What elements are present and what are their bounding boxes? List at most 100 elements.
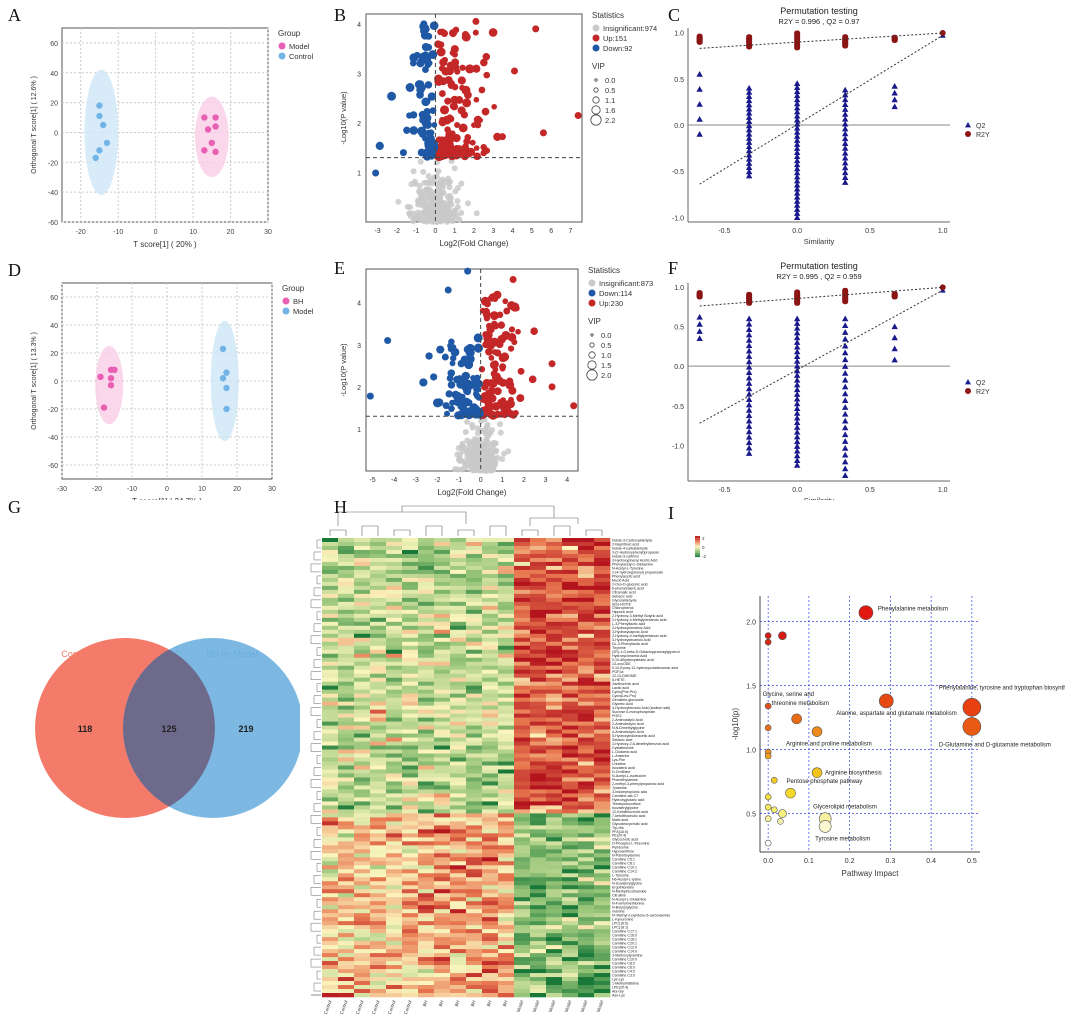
insignificant-point — [445, 203, 452, 210]
heatmap-cell — [498, 885, 515, 890]
heatmap-cell — [514, 665, 531, 671]
heatmap-cell — [562, 909, 579, 914]
heatmap-cell — [386, 849, 403, 854]
heatmap-cell — [338, 729, 355, 734]
heatmap-row-label: Creatine — [612, 762, 626, 766]
color-legend-bar — [695, 540, 700, 541]
heatmap-cell — [514, 949, 531, 954]
heatmap-cell — [418, 913, 435, 918]
heatmap-cell — [482, 597, 499, 603]
heatmap-cell — [370, 737, 387, 742]
heatmap-cell — [418, 897, 435, 902]
q2-marker — [842, 390, 849, 397]
heatmap-cell — [562, 637, 579, 643]
heatmap-cell — [402, 681, 419, 686]
heatmap-cell — [594, 589, 611, 595]
heatmap-cell — [370, 653, 387, 659]
heatmap-cell — [498, 797, 515, 802]
insignificant-point — [469, 421, 476, 428]
q2-marker — [793, 443, 801, 449]
heatmap-cell — [338, 837, 355, 842]
score-point — [212, 114, 219, 121]
heatmap-cell — [402, 585, 419, 591]
heatmap-cell — [562, 613, 579, 619]
heatmap-cell — [578, 601, 595, 607]
x-tick-label: -3 — [374, 228, 380, 235]
heatmap-cell — [466, 785, 483, 790]
heatmap-cell — [466, 545, 483, 551]
heatmap-cell — [338, 773, 355, 778]
heatmap-cell — [546, 801, 563, 806]
insignificant-point — [410, 210, 417, 217]
heatmap-cell — [418, 937, 435, 942]
heatmap-cell — [562, 701, 579, 706]
heatmap-cell — [482, 765, 499, 770]
heatmap-cell — [498, 853, 515, 858]
heatmap-cell — [514, 965, 531, 970]
up-point — [472, 17, 480, 25]
q2-marker — [891, 323, 898, 330]
x-axis-label: Log2(Fold Change) — [440, 239, 509, 248]
insignificant-point — [454, 197, 461, 204]
heatmap-cell — [530, 881, 547, 886]
heatmap-cell — [578, 538, 595, 543]
heatmap-cell — [370, 881, 387, 886]
heatmap-cell — [514, 937, 531, 942]
heatmap-cell — [578, 721, 595, 726]
heatmap-cell — [450, 701, 467, 706]
q2-marker — [745, 358, 753, 365]
heatmap-cell — [402, 645, 419, 651]
heatmap-cell — [498, 805, 515, 810]
heatmap-cell — [322, 877, 339, 882]
heatmap-cell — [578, 917, 595, 922]
heatmap-cell — [514, 557, 531, 563]
heatmap-cell — [514, 921, 531, 926]
heatmap-cell — [386, 557, 403, 563]
q2-marker — [842, 164, 849, 171]
heatmap-cell — [322, 713, 339, 718]
heatmap-cell — [450, 693, 467, 698]
heatmap-cell — [322, 981, 339, 986]
heatmap-cell — [386, 929, 403, 934]
q2-marker — [793, 210, 801, 216]
heatmap-cell — [546, 793, 563, 798]
heatmap-cell — [370, 765, 387, 770]
heatmap-cell — [402, 889, 419, 894]
heatmap-row-label: Carnitine C10:1 — [612, 866, 637, 870]
heatmap-cell — [562, 597, 579, 603]
heatmap-row-label: LPC(16:0) — [612, 922, 628, 926]
x-tick-label: -10 — [127, 486, 137, 493]
heatmap-cell — [594, 981, 611, 986]
heatmap-cell — [386, 725, 403, 730]
heatmap-cell — [578, 945, 595, 950]
heatmap-cell — [514, 757, 531, 762]
row-dendrogram — [316, 827, 321, 836]
heatmap-row-label: LPE(20:4) — [612, 985, 628, 989]
heatmap-cell — [546, 685, 563, 690]
q2-marker — [793, 315, 801, 322]
q2-marker — [745, 151, 753, 158]
r2y-marker — [939, 29, 946, 36]
heatmap-cell — [530, 981, 547, 986]
heatmap-cell — [402, 873, 419, 878]
insignificant-point — [440, 200, 447, 207]
heatmap-cell — [546, 709, 563, 714]
heatmap-cell — [338, 645, 355, 651]
insignificant-point — [476, 444, 483, 451]
heatmap-cell — [562, 681, 579, 686]
heatmap-cell — [418, 757, 435, 762]
heatmap-cell — [370, 729, 387, 734]
heatmap-cell — [594, 941, 611, 946]
heatmap-cell — [322, 577, 339, 583]
heatmap-cell — [466, 893, 483, 898]
y-axis-label: -Log10(P value) — [339, 343, 348, 397]
heatmap-cell — [434, 813, 451, 818]
heatmap-cell — [418, 717, 435, 722]
heatmap-row-label: Carnitine C3:0 — [612, 973, 635, 977]
heatmap-cell — [322, 613, 339, 619]
heatmap-cell — [450, 697, 467, 702]
down-point — [459, 397, 468, 406]
vip-size-label: 0.5 — [601, 341, 611, 350]
